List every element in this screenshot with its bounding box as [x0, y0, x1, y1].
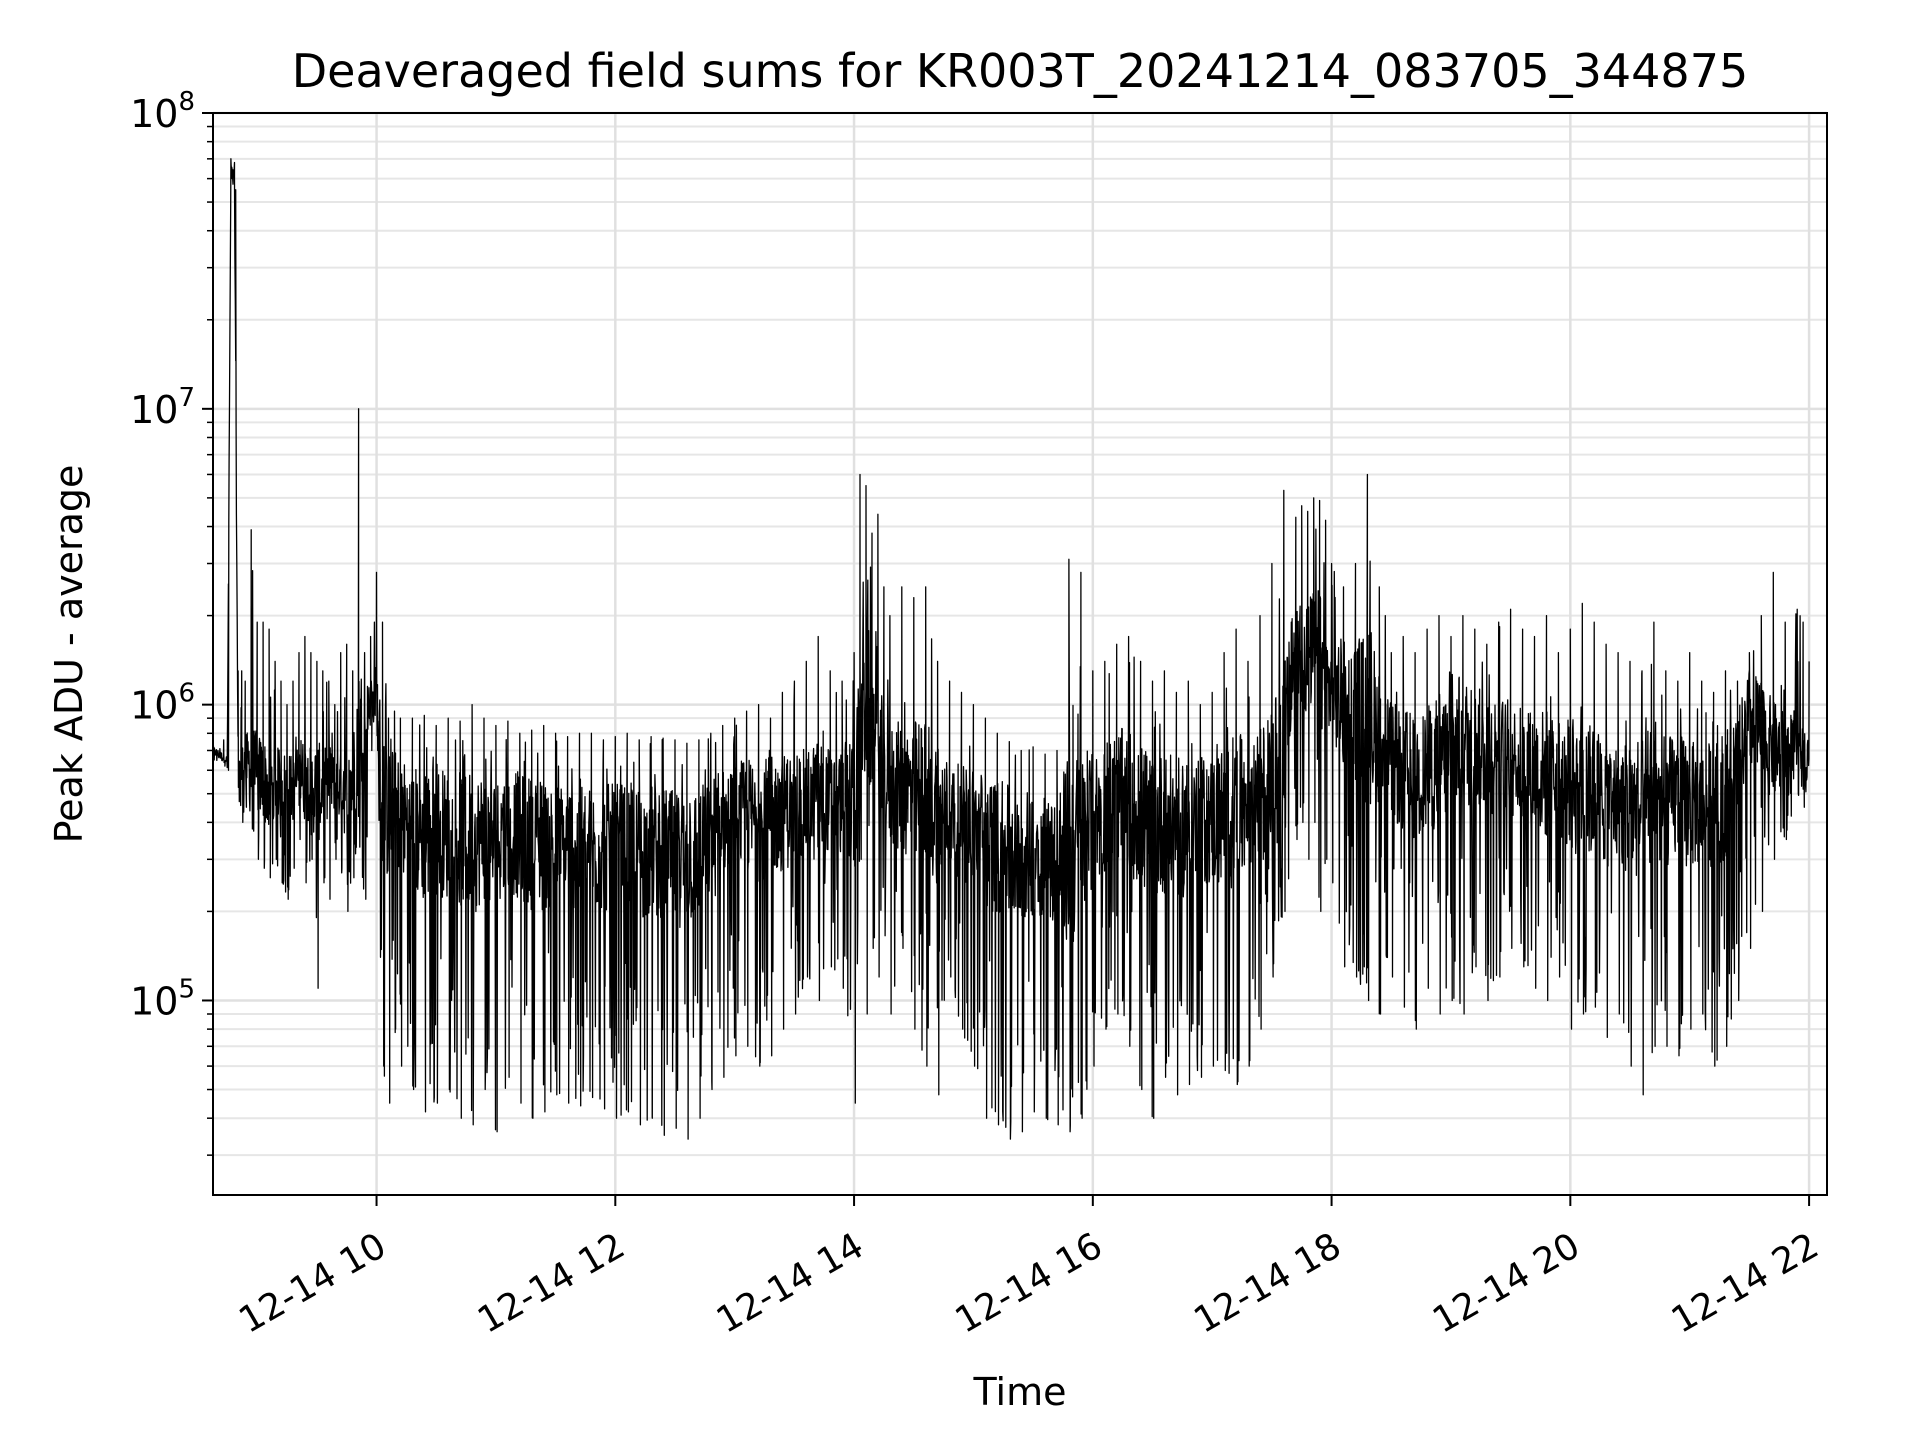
y-tick-label-exponent: 6: [178, 679, 195, 709]
y-tick-label-base: 10: [130, 92, 178, 136]
y-tick-label: 105: [130, 974, 195, 1023]
x-axis-label: Time: [973, 1370, 1067, 1414]
y-tick-label-base: 10: [130, 684, 178, 728]
data-layer: [212, 158, 1810, 1140]
chart-title: Deaveraged field sums for KR003T_2024121…: [292, 44, 1748, 98]
y-tick-label-exponent: 8: [178, 87, 195, 117]
y-tick-label: 107: [130, 383, 195, 432]
y-tick-label-base: 10: [130, 979, 178, 1023]
y-tick-label: 108: [130, 87, 195, 136]
y-tick-label-exponent: 5: [178, 974, 195, 1004]
data-series-line: [212, 158, 1810, 1140]
y-tick-label-base: 10: [130, 388, 178, 432]
plot-frame: [212, 112, 1828, 1196]
y-axis-label: Peak ADU - average: [47, 465, 91, 844]
y-tick-label: 106: [130, 679, 195, 728]
y-tick-label-exponent: 7: [178, 383, 195, 413]
